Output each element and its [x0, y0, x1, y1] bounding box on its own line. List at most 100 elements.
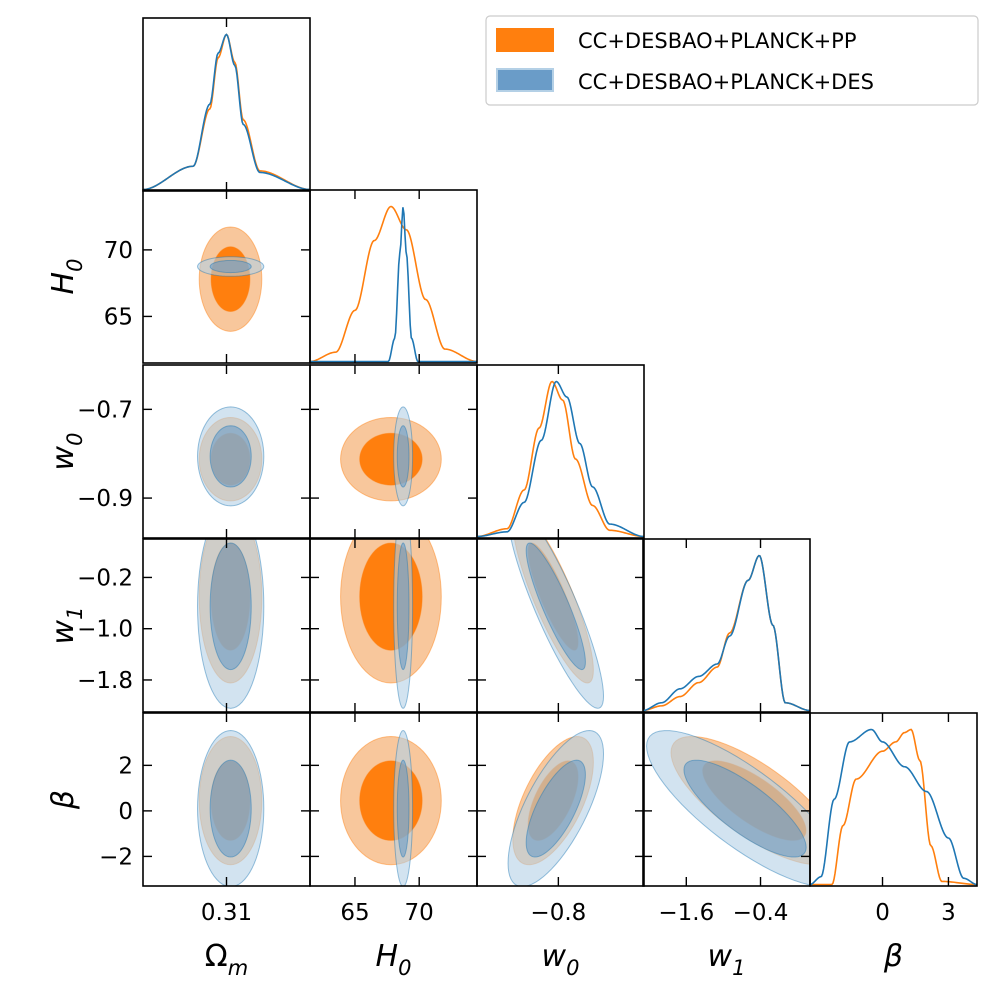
marginal-curve-w1-series-1: [643, 554, 810, 712]
y-axis-label-beta: β: [46, 790, 81, 810]
contour-inner-w0-w1-series-1: [525, 542, 586, 671]
x-axis-label-main: Ω: [205, 939, 228, 974]
y-axis-label-sub: 1: [63, 607, 87, 620]
panel-w0-H0: [309, 364, 478, 539]
contour-inner-w1-beta-series-1: [683, 759, 807, 858]
panel-w1-w0: [476, 538, 645, 713]
panel-Om-Om: [142, 17, 311, 192]
x-tick-label-w0: −0.8: [530, 900, 586, 926]
marginal-curve-H0-series-1: [310, 207, 477, 363]
contour-inner-Om-H0-series-1: [209, 259, 252, 274]
marginal-curve-w0-series-1: [477, 380, 644, 538]
panel-grid: 65 70 −0.9 −0.7 −1.8 −1.0 −0.2 0.31 −2 0 2 65 70 −0.8…: [46, 17, 978, 980]
panel-content: [340, 730, 442, 886]
y-tick-label-w0: −0.7: [77, 397, 133, 423]
panel-content: [510, 539, 605, 709]
x-axis-label-main: β: [883, 939, 903, 974]
legend-label-pp: CC+DESBAO+PLANCK+PP: [578, 29, 857, 53]
y-tick-label-H0: 65: [104, 304, 133, 330]
x-axis-label-sub: 0: [398, 956, 411, 980]
panel-frame: [642, 538, 811, 713]
panel-w1-Om: −1.8 −1.0 −0.2: [77, 538, 311, 713]
x-axis-label-sub: 0: [566, 956, 579, 980]
marginal-curve-H0-series-0: [310, 205, 477, 363]
contour-inner-Om-w0-series-1: [209, 425, 252, 488]
marginal-curve-beta-series-0: [810, 728, 977, 886]
x-tick-label-Om: 0.31: [201, 900, 252, 926]
panel-frame: [309, 189, 478, 364]
y-axis-label-H0: H0: [46, 259, 87, 295]
marginal-curve-beta-series-1: [810, 728, 977, 886]
panel-content: [507, 730, 605, 886]
panel-frame: [476, 712, 645, 887]
panel-H0-H0: [309, 189, 478, 364]
legend-swatch-des: [496, 68, 554, 92]
y-axis-label-main: w: [46, 445, 81, 470]
panel-content: [477, 380, 644, 538]
x-axis-label-sub: m: [228, 956, 248, 980]
contour-inner-H0-w1-series-1: [396, 542, 410, 671]
y-axis-label-main: β: [46, 790, 81, 810]
contour-inner-H0-beta-series-1: [396, 759, 410, 858]
marginal-curve-w0-series-0: [477, 380, 644, 538]
x-tick-label-H0: 65: [340, 900, 369, 926]
panel-content: [197, 539, 265, 709]
x-axis-label-main: w: [708, 939, 733, 974]
x-tick-label-beta: 0: [875, 900, 890, 926]
x-tick-label-beta: 3: [941, 900, 956, 926]
panel-beta-w0: −0.8: [476, 712, 645, 926]
panel-content: [810, 728, 977, 886]
legend-frame: [485, 15, 979, 106]
panel-frame: [476, 538, 645, 713]
panel-w1-w1: [642, 538, 811, 713]
x-axis-label-main: H: [376, 939, 399, 974]
panel-beta-Om: 0.31 −2 0 2: [99, 712, 311, 926]
x-axis-label-H0: H0: [376, 939, 412, 980]
legend-swatch-pp: [496, 28, 554, 52]
x-tick-label-H0: 70: [405, 900, 434, 926]
y-tick-label-beta: 2: [118, 753, 133, 779]
legend-label-des: CC+DESBAO+PLANCK+DES: [578, 70, 874, 94]
panel-content: [143, 33, 310, 191]
panel-content: [340, 539, 442, 709]
legend: CC+DESBAO+PLANCK+PP CC+DESBAO+PLANCK+DES: [485, 15, 979, 106]
panel-content: [197, 406, 265, 507]
panel-w0-Om: −0.9 −0.7: [77, 364, 311, 539]
panel-frame: [476, 364, 645, 539]
y-axis-label-w1: w1: [46, 607, 87, 645]
y-axis-label-main: w: [46, 619, 81, 644]
x-tick-label-w1: −1.6: [658, 900, 714, 926]
panel-frame: [142, 17, 311, 192]
marginal-curve-Om-series-1: [143, 33, 310, 191]
marginal-curve-Om-series-0: [143, 33, 310, 191]
panel-content: [197, 226, 265, 332]
x-axis-label-main: w: [542, 939, 567, 974]
panel-content: [340, 406, 442, 507]
x-axis-label-beta: β: [883, 939, 903, 974]
panel-H0-Om: 65 70: [104, 189, 311, 364]
panel-beta-H0: 65 70: [309, 712, 478, 926]
panel-content: [197, 730, 265, 886]
x-axis-label-sub: 1: [732, 956, 745, 980]
marginal-curve-w1-series-0: [643, 554, 810, 712]
panel-content: [643, 554, 810, 712]
contour-inner-Om-w1-series-1: [209, 542, 252, 671]
y-tick-label-w1: −0.2: [77, 565, 133, 591]
y-tick-label-beta: −2: [99, 844, 133, 870]
x-tick-label-w1: −0.4: [733, 900, 789, 926]
x-axis-label-w1: w1: [708, 939, 746, 980]
y-tick-label-w1: −1.0: [77, 617, 133, 643]
y-tick-label-beta: 0: [118, 799, 133, 825]
y-tick-label-w1: −1.8: [77, 668, 133, 694]
x-axis-label-Om: Ωm: [205, 939, 248, 980]
y-axis-label-sub: 0: [63, 259, 87, 272]
panel-content: [310, 205, 477, 363]
panel-w0-w0: [476, 364, 645, 539]
contour-inner-w0-beta-series-1: [525, 759, 586, 858]
y-axis-label-sub: 0: [63, 433, 87, 446]
panel-beta-w1: −1.6 −0.4: [642, 712, 811, 926]
y-axis-label-main: H: [46, 272, 81, 295]
contour-inner-H0-w0-series-1: [396, 425, 410, 488]
